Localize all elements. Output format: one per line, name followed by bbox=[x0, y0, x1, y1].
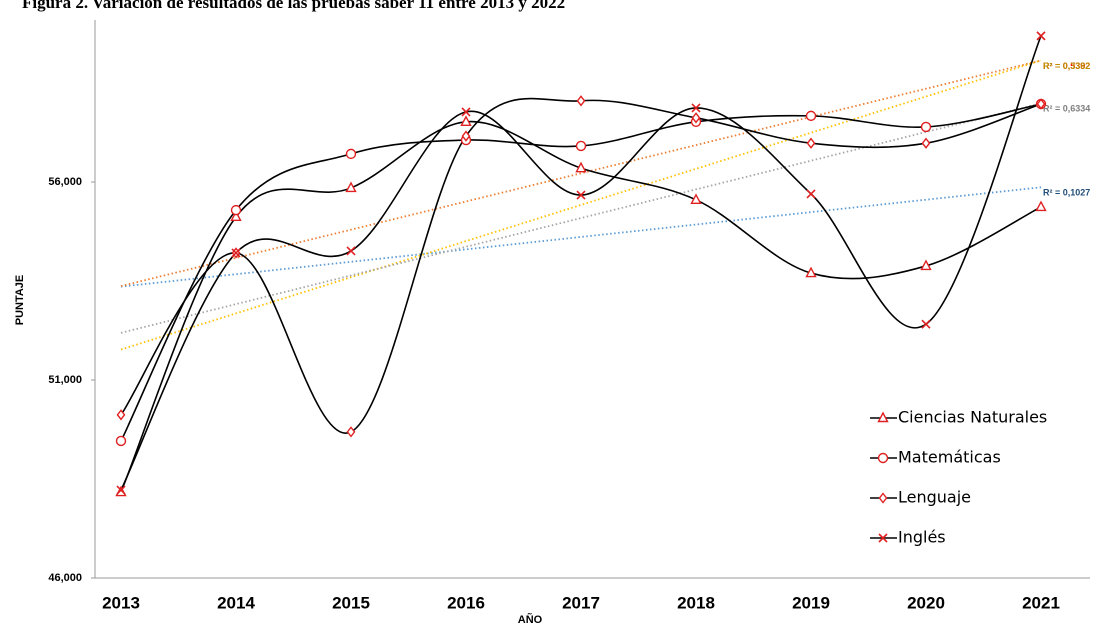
marker bbox=[576, 190, 586, 200]
legend-label: Matemáticas bbox=[898, 448, 1001, 467]
marker bbox=[115, 435, 127, 447]
marker bbox=[346, 426, 356, 438]
marker bbox=[691, 103, 701, 113]
legend-label: Ciencias Naturales bbox=[898, 408, 1047, 427]
marker bbox=[1035, 200, 1047, 212]
r-squared-label: R² = 0,6334 bbox=[1043, 104, 1090, 114]
x-tick-label: 2019 bbox=[792, 593, 830, 612]
x-tick-label: 2021 bbox=[1022, 593, 1060, 612]
x-tick-label: 2020 bbox=[907, 593, 945, 612]
chart-title: Figura 2. Variación de resultados de las… bbox=[22, 0, 565, 12]
marker bbox=[691, 112, 701, 124]
marker bbox=[1036, 31, 1046, 41]
r-squared-label: R² = 0,5392 bbox=[1043, 61, 1090, 71]
marker bbox=[345, 148, 357, 160]
marker bbox=[575, 161, 587, 173]
x-tick-label: 2017 bbox=[562, 593, 600, 612]
y-tick-label: 46,000 bbox=[48, 572, 82, 584]
marker bbox=[461, 107, 471, 117]
series-line bbox=[120, 97, 1042, 434]
marker bbox=[806, 189, 816, 199]
y-axis-label: PUNTAJE bbox=[14, 275, 26, 326]
marker bbox=[1036, 98, 1046, 110]
trendline bbox=[120, 59, 1042, 287]
marker bbox=[920, 121, 932, 133]
marker bbox=[805, 110, 817, 122]
marker bbox=[806, 137, 816, 149]
marker bbox=[461, 130, 471, 142]
marker bbox=[345, 181, 357, 193]
legend-marker bbox=[878, 492, 888, 504]
trendline bbox=[120, 59, 1042, 351]
legend-marker bbox=[877, 452, 889, 464]
marker bbox=[346, 246, 356, 256]
x-tick-label: 2013 bbox=[102, 593, 140, 612]
y-tick-label: 51,000 bbox=[48, 374, 82, 386]
x-tick-label: 2015 bbox=[332, 593, 370, 612]
x-tick-label: 2016 bbox=[447, 593, 485, 612]
legend-label: Lenguaje bbox=[898, 488, 971, 507]
x-tick-label: 2018 bbox=[677, 593, 715, 612]
r-squared-label: R² = 0,3382 bbox=[1043, 61, 1090, 71]
marker bbox=[920, 259, 932, 271]
marker bbox=[230, 210, 242, 222]
legend-marker bbox=[877, 411, 889, 423]
marker bbox=[116, 485, 126, 495]
marker bbox=[575, 140, 587, 152]
marker bbox=[921, 137, 931, 149]
marker bbox=[231, 248, 241, 258]
y-tick-label: 56,000 bbox=[48, 176, 82, 188]
x-axis-label: AÑO bbox=[518, 613, 543, 626]
legend-label: Inglés bbox=[898, 528, 946, 547]
x-tick-label: 2014 bbox=[217, 593, 255, 612]
marker bbox=[576, 95, 586, 107]
trendline bbox=[120, 102, 1042, 334]
r-squared-label: R² = 0,1027 bbox=[1043, 188, 1090, 198]
marker bbox=[690, 193, 702, 205]
marker bbox=[460, 115, 472, 127]
legend-marker bbox=[878, 533, 888, 543]
marker bbox=[230, 204, 242, 216]
marker bbox=[116, 409, 126, 421]
marker bbox=[805, 266, 817, 278]
marker bbox=[921, 319, 931, 329]
